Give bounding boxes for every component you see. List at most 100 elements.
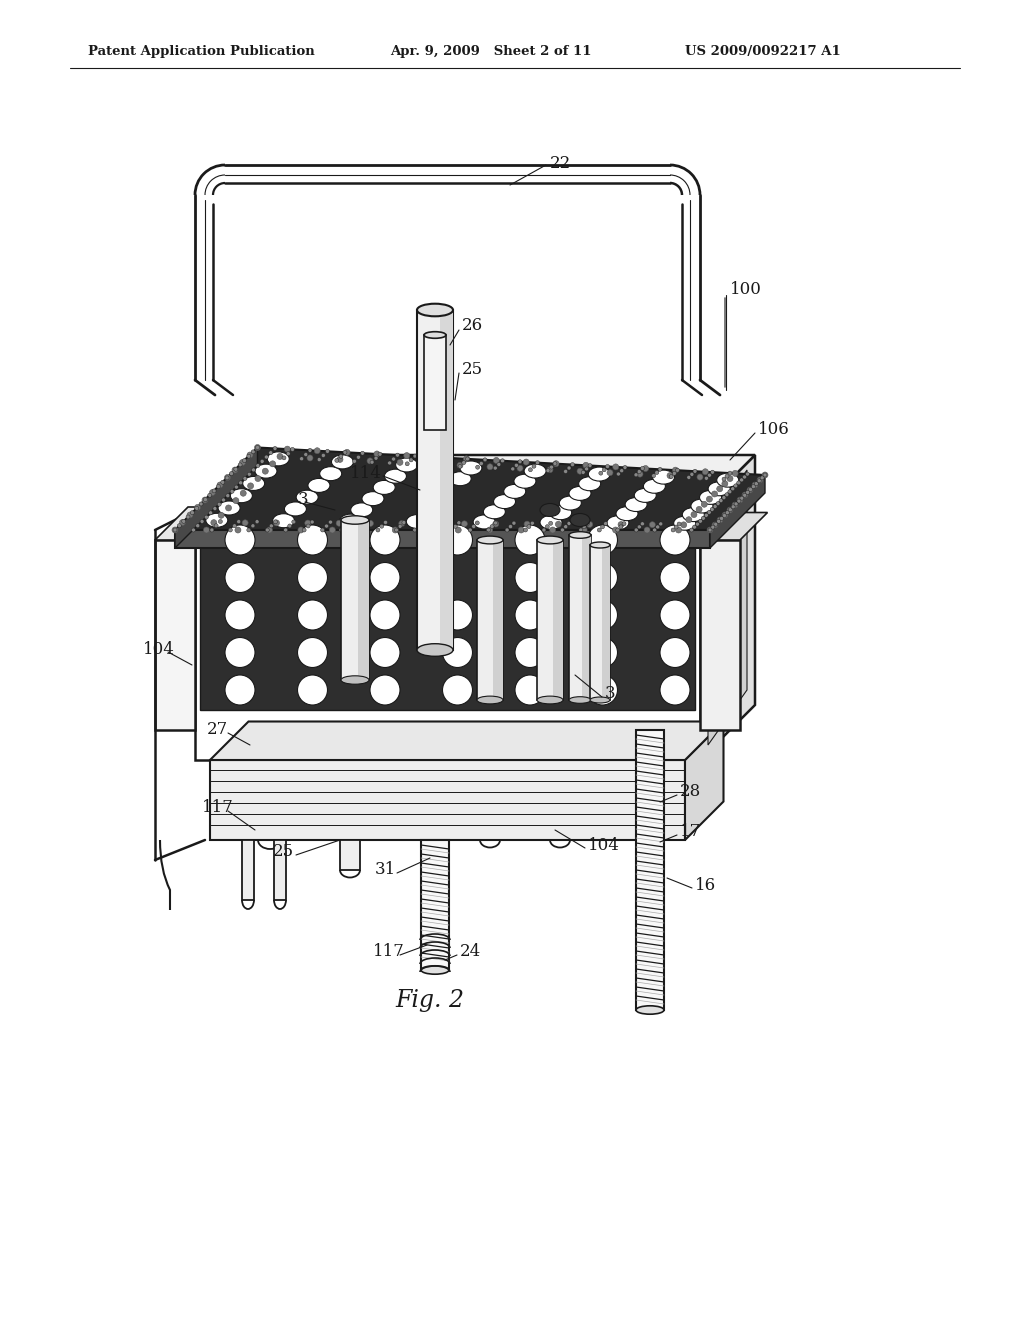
Circle shape <box>732 502 738 508</box>
Circle shape <box>424 527 430 533</box>
Polygon shape <box>357 520 369 680</box>
Circle shape <box>651 474 655 478</box>
Ellipse shape <box>569 486 591 500</box>
Circle shape <box>517 465 523 471</box>
Circle shape <box>737 498 743 503</box>
Circle shape <box>264 455 268 459</box>
Circle shape <box>288 524 292 528</box>
Circle shape <box>433 454 439 461</box>
Ellipse shape <box>395 458 418 473</box>
Circle shape <box>660 525 690 554</box>
Circle shape <box>472 524 476 528</box>
Circle shape <box>579 528 583 532</box>
Polygon shape <box>700 455 755 760</box>
Circle shape <box>431 528 435 532</box>
Circle shape <box>693 469 697 473</box>
Circle shape <box>336 520 342 527</box>
Circle shape <box>211 520 217 525</box>
Circle shape <box>228 528 232 532</box>
Circle shape <box>278 454 283 459</box>
Circle shape <box>374 451 380 457</box>
Circle shape <box>737 499 741 503</box>
Ellipse shape <box>483 504 506 519</box>
Ellipse shape <box>579 477 601 491</box>
Circle shape <box>607 470 613 475</box>
Circle shape <box>722 495 726 499</box>
Circle shape <box>555 521 561 527</box>
Ellipse shape <box>285 502 306 516</box>
Circle shape <box>230 490 234 494</box>
Circle shape <box>423 463 427 467</box>
Circle shape <box>232 498 239 504</box>
Circle shape <box>208 494 212 498</box>
Circle shape <box>343 524 347 528</box>
Circle shape <box>671 528 675 532</box>
Ellipse shape <box>296 490 318 504</box>
Circle shape <box>582 470 585 474</box>
Circle shape <box>397 459 403 466</box>
Ellipse shape <box>384 469 407 483</box>
Circle shape <box>486 528 490 532</box>
Circle shape <box>343 450 347 454</box>
Polygon shape <box>424 335 446 430</box>
Circle shape <box>695 523 699 527</box>
Ellipse shape <box>477 696 503 704</box>
Circle shape <box>587 521 593 528</box>
Circle shape <box>745 473 750 477</box>
Ellipse shape <box>267 451 289 466</box>
Text: 16: 16 <box>695 876 716 894</box>
Circle shape <box>229 471 233 475</box>
Text: 100: 100 <box>730 281 762 298</box>
Circle shape <box>588 638 617 668</box>
Circle shape <box>442 638 472 668</box>
Ellipse shape <box>569 532 591 539</box>
Circle shape <box>486 527 493 533</box>
Ellipse shape <box>570 513 590 527</box>
Circle shape <box>550 465 554 469</box>
Circle shape <box>745 490 750 495</box>
Circle shape <box>462 521 467 527</box>
Circle shape <box>677 521 681 525</box>
Circle shape <box>191 528 196 532</box>
Circle shape <box>713 504 717 508</box>
Circle shape <box>210 490 215 495</box>
Circle shape <box>380 524 384 528</box>
Circle shape <box>317 458 322 462</box>
Circle shape <box>497 462 501 466</box>
Circle shape <box>195 504 201 511</box>
Circle shape <box>600 525 604 529</box>
Polygon shape <box>710 475 765 548</box>
Circle shape <box>701 502 708 507</box>
Circle shape <box>720 516 724 520</box>
Circle shape <box>225 562 255 593</box>
Ellipse shape <box>341 516 369 524</box>
Ellipse shape <box>421 966 449 974</box>
Ellipse shape <box>477 536 503 544</box>
Circle shape <box>242 520 248 525</box>
Circle shape <box>583 462 589 469</box>
Ellipse shape <box>691 499 713 513</box>
Circle shape <box>757 477 763 483</box>
Circle shape <box>225 601 255 630</box>
Circle shape <box>255 475 261 482</box>
Circle shape <box>501 459 505 463</box>
Circle shape <box>605 465 609 469</box>
Circle shape <box>438 520 442 525</box>
Polygon shape <box>175 447 765 531</box>
Circle shape <box>634 528 638 532</box>
Polygon shape <box>340 840 360 870</box>
Text: Patent Application Publication: Patent Application Publication <box>88 45 314 58</box>
Circle shape <box>335 458 339 462</box>
Ellipse shape <box>230 488 252 503</box>
Circle shape <box>563 525 567 529</box>
Circle shape <box>515 525 545 554</box>
Circle shape <box>298 527 304 533</box>
Circle shape <box>330 527 335 533</box>
Circle shape <box>252 467 256 473</box>
Ellipse shape <box>636 1006 664 1014</box>
Circle shape <box>233 467 238 471</box>
Text: Apr. 9, 2009   Sheet 2 of 11: Apr. 9, 2009 Sheet 2 of 11 <box>390 45 592 58</box>
Circle shape <box>740 496 743 500</box>
Polygon shape <box>210 760 685 840</box>
Circle shape <box>604 521 607 525</box>
